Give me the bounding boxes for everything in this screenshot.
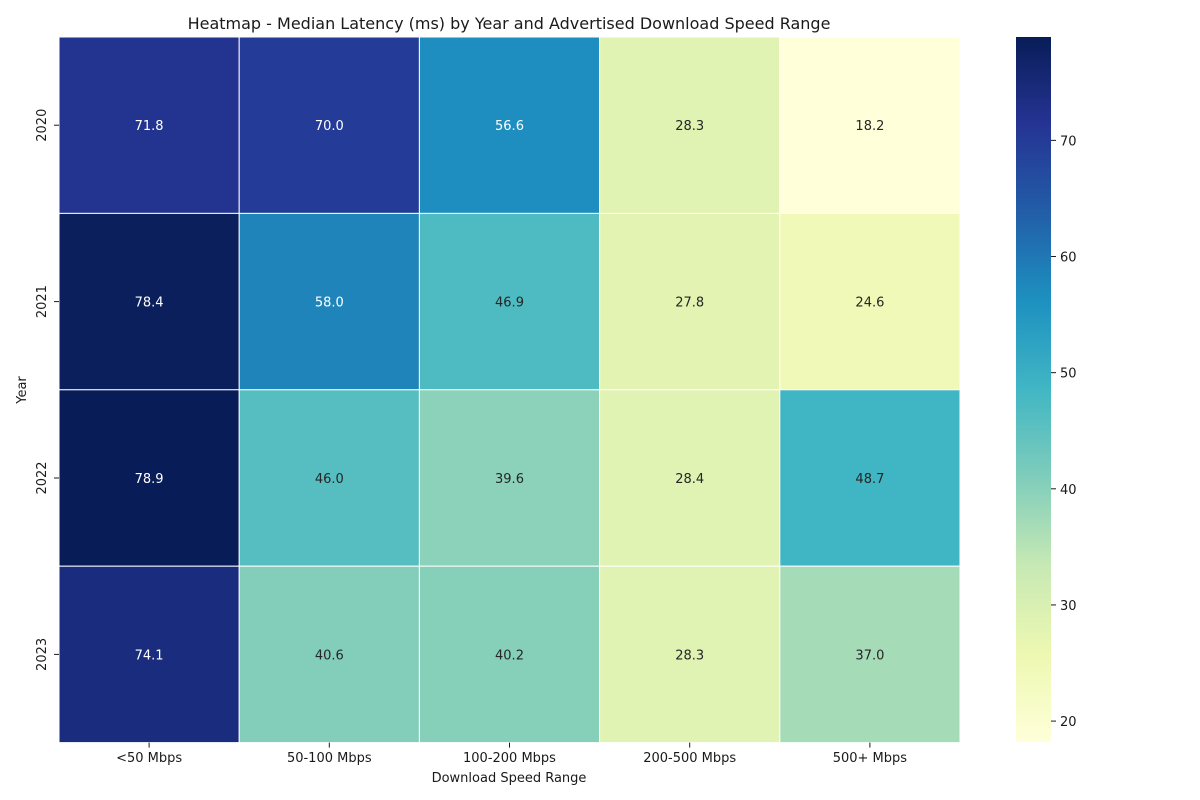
heatmap-cell [779,36,961,214]
cell-value-label: 58.0 [315,296,344,311]
x-tick-label: 500+ Mbps [833,751,908,766]
cell-value-label: 78.9 [135,472,164,487]
cell-value-label: 24.6 [855,296,884,311]
colorbar [1016,37,1051,742]
x-axis-ticks: <50 Mbps 50-100 Mbps 100-200 Mbps 200-500 M… [116,742,908,766]
cell-value-label: 18.2 [855,119,884,134]
cell-value-label: 56.6 [495,119,524,134]
colorbar-tick-label: 70 [1060,134,1077,149]
heatmap-cell [418,212,601,391]
cell-value-label: 46.0 [315,472,344,487]
colorbar-tick-label: 40 [1060,483,1077,498]
y-axis-label: Year [15,376,30,405]
heatmap-cell [779,212,961,391]
colorbar-tick-label: 30 [1060,599,1077,614]
y-tick-label: 2023 [35,638,50,671]
y-axis-ticks: 2020 2021 2022 2023 [35,109,59,671]
cell-value-label: 39.6 [495,472,524,487]
cell-value-label: 28.4 [675,472,704,487]
cell-value-label: 28.3 [675,119,704,134]
heatmap-cell [418,389,601,567]
chart-title: Heatmap - Median Latency (ms) by Year an… [188,14,831,33]
cell-value-label: 48.7 [855,472,884,487]
heatmap-cell [238,565,420,744]
x-tick-label: 50-100 Mbps [287,751,372,766]
cell-value-label: 37.0 [855,648,884,663]
heatmap-cell [58,36,240,214]
colorbar-tick-label: 20 [1060,715,1077,730]
heatmap-cell [418,565,601,744]
cell-value-label: 40.6 [315,648,344,663]
cell-value-label: 71.8 [135,119,164,134]
colorbar-tick-label: 60 [1060,251,1077,266]
cell-value-label: 74.1 [135,648,164,663]
cell-value-label: 40.2 [495,648,524,663]
heatmap-cell [779,565,961,744]
heatmap-cell [599,565,781,744]
colorbar-ticks: 20 30 40 50 60 70 [1051,134,1077,730]
heatmap-cell [599,36,781,214]
y-tick-label: 2022 [35,461,50,494]
heatmap-cell [599,389,781,567]
x-axis-label: Download Speed Range [432,771,587,786]
cell-value-label: 78.4 [135,296,164,311]
y-tick-label: 2020 [35,109,50,142]
x-tick-label: 100-200 Mbps [463,751,556,766]
cell-value-label: 28.3 [675,648,704,663]
cell-value-label: 46.9 [495,296,524,311]
heatmap-cells: 71.8 70.0 56.6 28.3 18.2 78.4 58.0 46.9 27.8 24.6… [58,36,961,744]
heatmap-cell [238,212,420,391]
heatmap-cell [779,389,961,567]
colorbar-tick-label: 50 [1060,367,1077,382]
y-tick-label: 2021 [35,285,50,318]
heatmap-cell [238,389,420,567]
cell-value-label: 70.0 [315,119,344,134]
cell-value-label: 27.8 [675,296,704,311]
heatmap-cell [58,212,240,391]
heatmap-cell [238,36,420,214]
heatmap-cell [418,36,601,214]
x-tick-label: 200-500 Mbps [643,751,736,766]
x-tick-label: <50 Mbps [116,751,182,766]
